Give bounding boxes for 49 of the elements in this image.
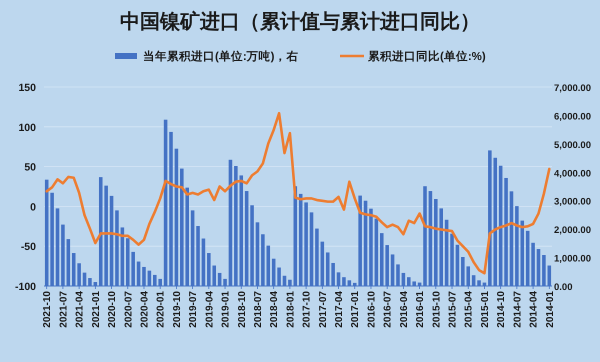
- y-tick-label: -100: [14, 281, 36, 293]
- x-tick-label: 2015-10: [431, 290, 442, 328]
- x-tick-label: 2017-01: [350, 290, 362, 328]
- x-tick-label: 2020-10: [107, 290, 118, 328]
- x-tick-label: 2015-01: [480, 290, 491, 328]
- y2-tick-label: 0.00: [554, 282, 572, 293]
- x-tick-label: 2017-04: [334, 290, 346, 328]
- x-tick-label: 2014-10: [496, 290, 508, 328]
- y2-tick-label: 6,000.00: [554, 111, 591, 122]
- y2-tick-label: 3,000.00: [554, 196, 591, 208]
- x-tick-label: 2020-07: [123, 290, 134, 328]
- x-tick-label: 2019-04: [204, 290, 216, 328]
- y2-tick-label: 4,000.00: [554, 168, 591, 180]
- y2-tick-label: 7,000.00: [554, 83, 591, 94]
- y-tick-label: 150: [18, 82, 36, 94]
- x-tick-label: 2021-07: [58, 290, 70, 328]
- y-tick-label: 50: [24, 162, 36, 174]
- x-tick-label: 2016-01: [415, 290, 426, 328]
- y-tick-label: 100: [18, 122, 36, 134]
- y2-tick-label: 2,000.00: [554, 225, 591, 236]
- x-tick-label: 2019-07: [188, 290, 200, 328]
- x-tick-label: 2017-10: [302, 290, 313, 328]
- x-tick-label: 2015-04: [464, 290, 475, 328]
- x-tick-label: 2017-07: [318, 290, 329, 328]
- x-tick-label: 2020-04: [139, 290, 150, 328]
- legend-label: 当年累积进口(单位:万吨)，右: [143, 49, 298, 63]
- x-tick-label: 2019-01: [220, 290, 232, 328]
- x-tick-label: 2020-01: [156, 290, 167, 328]
- x-tick-label: 2018-10: [236, 290, 248, 328]
- x-tick-label: 2021-01: [90, 290, 102, 328]
- x-tick-label: 2021-10: [42, 290, 54, 328]
- x-tick-label: 2014-04: [528, 290, 540, 328]
- x-tick-label: 2018-04: [269, 290, 280, 328]
- x-tick-label: 2014-07: [512, 290, 524, 328]
- x-tick-label: 2019-10: [172, 290, 183, 328]
- y-tick-label: 0: [30, 201, 36, 214]
- y2-tick-label: 5,000.00: [554, 140, 591, 151]
- y2-tick-label: 1,000.00: [554, 254, 591, 265]
- y-tick-label: -50: [20, 241, 36, 254]
- legend-label: 累积进口同比(单位:%): [367, 49, 486, 63]
- x-tick-label: 2016-04: [398, 290, 410, 328]
- title: 中国镍矿进口（累计值与累计进口同比）: [120, 11, 480, 33]
- x-tick-label: 2018-01: [285, 290, 296, 328]
- x-tick-label: 2021-04: [74, 290, 86, 328]
- x-tick-label: 2016-07: [382, 290, 394, 328]
- x-tick-label: 2014-01: [544, 290, 556, 328]
- x-tick-label: 2015-07: [448, 290, 459, 328]
- x-tick-label: 2016-10: [366, 290, 378, 328]
- x-tick-label: 2018-07: [252, 290, 264, 328]
